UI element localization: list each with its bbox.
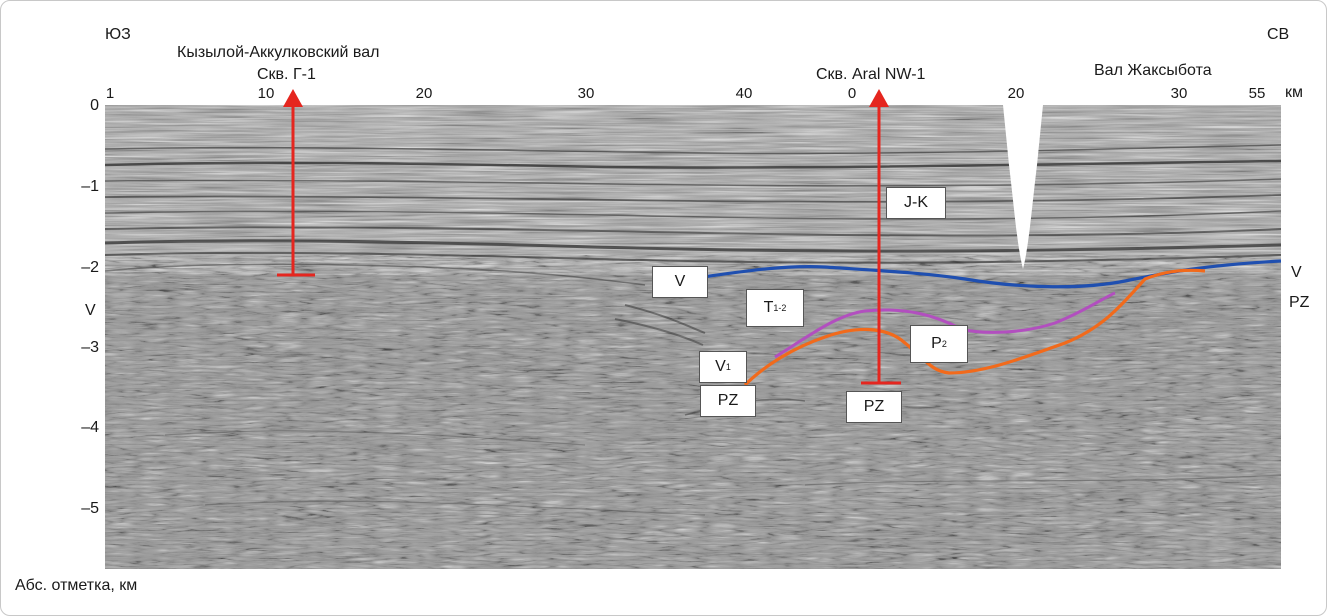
distance-tick: 30 (577, 85, 595, 102)
depth-tick: –2 (81, 259, 99, 276)
well-aral-nw1 (861, 105, 901, 385)
direction-ne: СВ (1267, 26, 1290, 43)
distance-tick: 10 (257, 85, 275, 102)
depth-tick: –5 (81, 500, 99, 517)
distance-tick: 0 (847, 85, 857, 102)
label-jk: J-K (886, 187, 946, 219)
label-pz-left: PZ (700, 385, 756, 417)
distance-tick: 20 (415, 85, 433, 102)
distance-tick: 20 (1007, 85, 1025, 102)
depth-tick: –4 (81, 419, 99, 436)
seismic-section (105, 105, 1281, 569)
label-pz-right: PZ (846, 391, 902, 423)
blank-data-gap (1003, 105, 1043, 269)
distance-tick: 55 (1248, 85, 1266, 102)
structure-left-label: Кызылой-Аккулковский вал (177, 44, 380, 61)
well-aral-arrowhead (869, 89, 889, 107)
well-left-label: Скв. Г-1 (257, 66, 316, 83)
label-t12: T 1-2 (746, 289, 804, 327)
distance-tick: 1 (105, 85, 115, 102)
reflectors (105, 144, 1281, 516)
well-g1 (277, 105, 315, 277)
v-label-right-edge: V (1291, 264, 1302, 281)
label-v: V (652, 266, 708, 298)
distance-tick: 30 (1170, 85, 1188, 102)
direction-sw: ЮЗ (105, 26, 131, 43)
pz-label-right-edge: PZ (1289, 294, 1310, 311)
v-label-left-edge: V (85, 302, 96, 319)
depth-tick: –1 (81, 178, 99, 195)
structure-right-label: Вал Жаксыбота (1094, 62, 1212, 79)
well-right-label: Скв. Aral NW-1 (816, 66, 926, 83)
depth-tick: 0 (90, 97, 99, 114)
depth-tick: –3 (81, 339, 99, 356)
seismic-upper-noise (105, 105, 1281, 275)
well-g1-arrowhead (283, 89, 303, 107)
horizon-pz (743, 268, 1206, 387)
distance-unit: км (1285, 84, 1303, 101)
distance-tick: 40 (735, 85, 753, 102)
depth-axis-title: Абс. отметка, км (15, 577, 138, 594)
seismic-lower-noise (105, 255, 1281, 569)
